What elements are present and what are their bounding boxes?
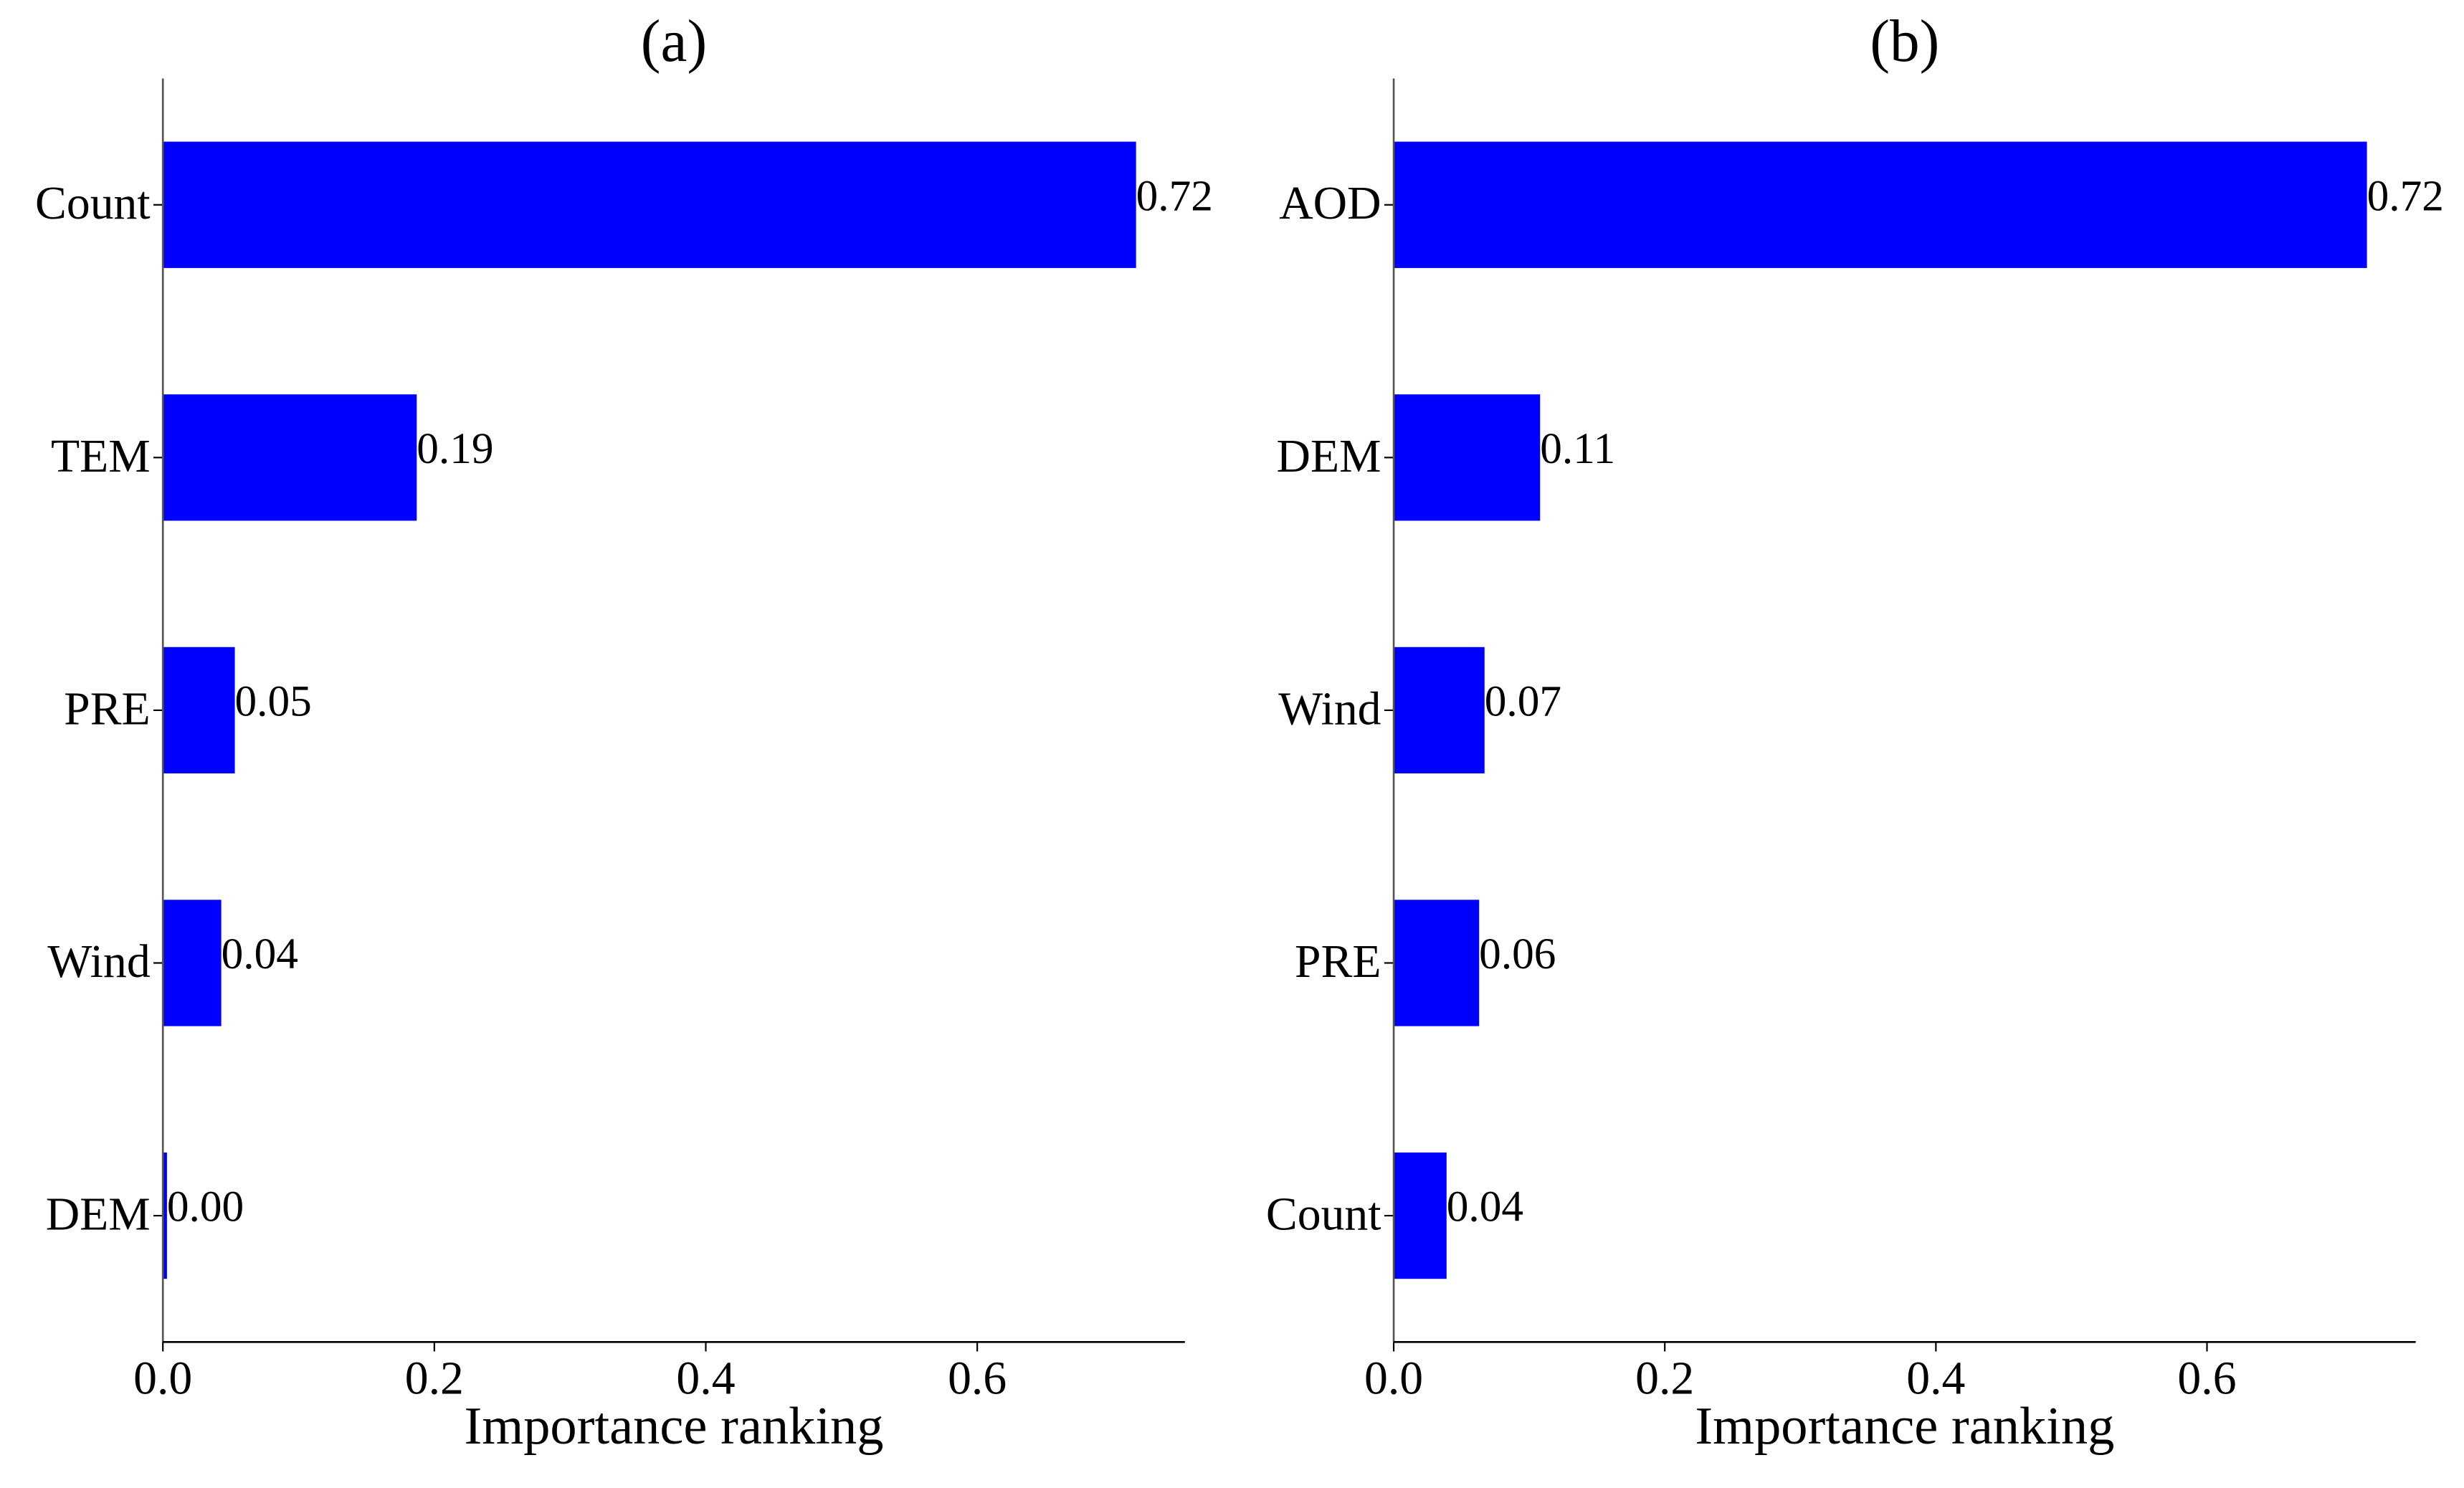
bar — [1394, 1152, 1447, 1279]
x-tick-label: 0.4 — [676, 1352, 735, 1404]
bar — [163, 394, 417, 521]
value-label: 0.06 — [1479, 930, 1556, 978]
x-tick-label: 0.6 — [2177, 1352, 2236, 1404]
value-label: 0.07 — [1485, 677, 1561, 725]
x-tick-label: 0.0 — [1364, 1352, 1423, 1404]
y-tick-label: PRE — [64, 682, 150, 735]
value-label: 0.04 — [1447, 1183, 1523, 1231]
y-tick-label: TEM — [51, 430, 151, 482]
bar — [1394, 900, 1480, 1026]
x-tick-label: 0.0 — [133, 1352, 192, 1404]
bar — [163, 141, 1136, 268]
x-tick-label: 0.4 — [1906, 1352, 1965, 1404]
value-label: 0.00 — [167, 1183, 244, 1231]
y-tick-label: AOD — [1279, 177, 1381, 229]
y-tick-label: Wind — [47, 935, 150, 988]
bar — [163, 1152, 167, 1279]
chart-title: (a) — [641, 8, 707, 74]
x-tick-label: 0.2 — [1635, 1352, 1694, 1404]
y-tick-label: Count — [35, 177, 151, 229]
y-tick-label: PRE — [1295, 935, 1381, 988]
bar — [1394, 647, 1485, 774]
x-tick-label: 0.2 — [405, 1352, 464, 1404]
value-label: 0.05 — [235, 677, 312, 725]
bar — [1394, 394, 1541, 521]
y-tick-label: DEM — [1277, 430, 1381, 482]
y-tick-label: Count — [1266, 1188, 1381, 1241]
value-label: 0.04 — [222, 930, 298, 978]
value-label: 0.11 — [1540, 424, 1615, 473]
value-label: 0.72 — [1136, 171, 1213, 220]
bar — [163, 900, 222, 1026]
y-tick-label: Wind — [1278, 682, 1381, 735]
y-tick-label: DEM — [46, 1188, 151, 1241]
value-label: 0.72 — [2367, 171, 2444, 220]
value-label: 0.19 — [417, 424, 493, 473]
bar — [1394, 141, 2367, 268]
bar — [163, 647, 235, 774]
chart-title: (b) — [1870, 8, 1939, 74]
x-axis-label: Importance ranking — [1695, 1397, 2114, 1456]
x-axis-label: Importance ranking — [465, 1397, 884, 1456]
x-tick-label: 0.6 — [948, 1352, 1007, 1404]
